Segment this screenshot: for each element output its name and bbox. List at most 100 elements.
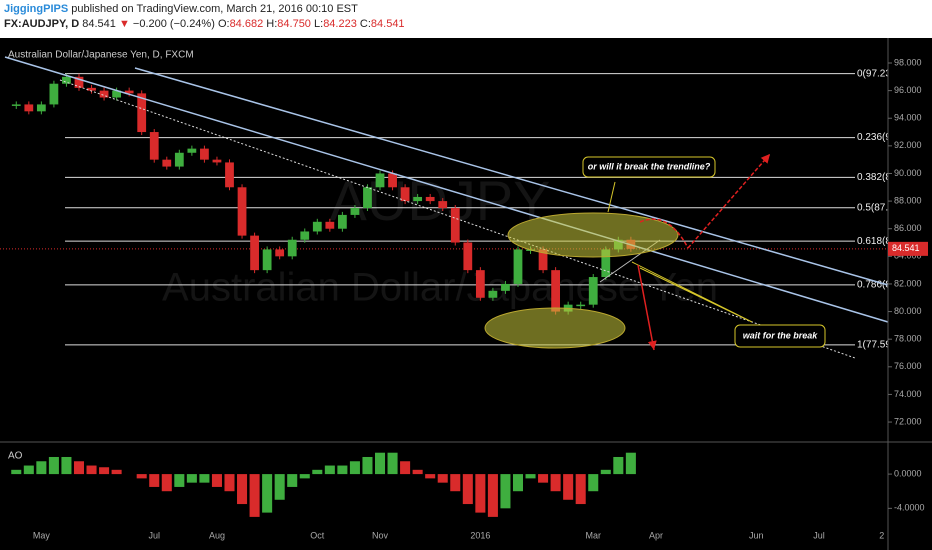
arrow [637,264,657,351]
last: 84.541 [82,18,116,30]
trendline [134,67,889,286]
x-tick-label: Apr [649,530,663,540]
arrow [639,218,689,249]
candle [312,221,322,232]
y-tick-label: 86.000 [894,223,922,233]
ao-bar [613,456,624,475]
chart-title: Australian Dollar/Japanese Yen, D, FXCM [8,50,194,61]
y-tick-label: 96.000 [894,85,922,95]
x-tick-label: 2 [879,530,884,540]
candle [87,87,96,91]
last-price-tag [888,241,928,256]
l-label: L: [314,18,324,30]
ao-bar [61,456,72,475]
y-tick-label: 92.000 [894,140,922,150]
axes: 98.000 96.000 94.000 92.000 90.000 88.000 86.0… [33,57,928,540]
y-tick-label: 82.000 [894,278,922,288]
candle [174,152,184,167]
y-tick-label: 74.000 [894,389,922,399]
ao-bar [174,474,185,487]
ao-bar [387,452,398,475]
x-tick-label: Nov [372,530,389,540]
y-tick-label: 76.000 [894,361,922,371]
ao-bar [337,465,348,475]
ao-bar [588,474,599,492]
ao-bar [437,474,448,483]
ao-tick-label: -4.0000 [894,503,925,513]
fib-label: 0.236(9 [857,132,891,143]
y-tick-label: 98.000 [894,57,922,67]
x-tick-label: Jul [813,530,825,540]
candle [588,277,598,305]
candle [400,187,410,202]
candle [287,239,297,257]
candle [488,290,498,298]
candle [99,90,109,98]
candle [237,187,247,236]
ao-bar [487,474,498,517]
o-label: O: [217,18,230,30]
ao-bar [575,474,586,505]
ao-bar [324,465,335,475]
ao-bar [374,452,386,475]
candle [538,249,548,271]
x-tick-label: Mar [585,530,601,540]
fib-levels: 0(97.23 0.236(9 0.382(8 0.5(87. 0.618(8 0.786… [65,68,891,350]
candle [300,231,310,240]
fib-label: 0.382(8 [857,172,891,183]
ao-bar [525,474,536,479]
ao-bar [149,474,160,487]
candle [513,249,523,284]
h-label: H: [266,18,278,30]
ao-bar [136,474,147,479]
candle [24,104,34,112]
candle [137,93,147,133]
ao-bar [274,474,285,500]
ao-bar [237,474,248,505]
arrow [687,153,771,249]
candle [388,173,397,188]
candle [212,159,222,163]
annotation-box [582,156,716,178]
ao-bar [400,461,411,475]
l-value: 84.223 [323,18,357,30]
ao-bar [11,469,22,475]
ao-bar [550,474,561,492]
candle [601,249,611,278]
candle [501,283,510,291]
candle [275,249,285,257]
ao-bar [73,461,85,475]
ao-bar [199,474,210,483]
fib-label: 0.5(87. [857,202,888,213]
y-tick-label: 88.000 [894,195,922,205]
c-value: 84.541 [370,18,405,30]
ao-bar [362,456,373,475]
candle [62,76,71,84]
annotation: or will it break the trendline? [588,161,711,171]
price-axis [888,38,932,550]
candle [149,132,159,160]
callout-line [631,261,753,323]
ohlc: O:84.682 H:84.750 L:84.223 C:84.541 [218,18,405,30]
candle [450,208,460,243]
callout-line [607,181,616,213]
candle [551,270,561,312]
x-tick-label: 2016 [470,530,490,540]
ao-bar [425,474,436,479]
candle [49,83,59,105]
y-tick-label: 80.000 [894,306,922,316]
ao-bar [86,465,97,475]
ao-bar [262,474,273,513]
header: JiggingPIPS published on TradingView.com… [0,0,932,38]
y-tick-label: 72.000 [894,416,922,426]
ao-bar [462,474,473,505]
ao-bar [412,469,423,475]
h-value: 84.750 [277,18,311,30]
ao-bar [161,474,172,492]
y-tick-label: 94.000 [894,113,922,123]
ao-bar [600,469,611,475]
author[interactable]: JiggingPIPS [4,3,69,15]
candle [262,249,272,271]
ao-bar [450,474,461,492]
